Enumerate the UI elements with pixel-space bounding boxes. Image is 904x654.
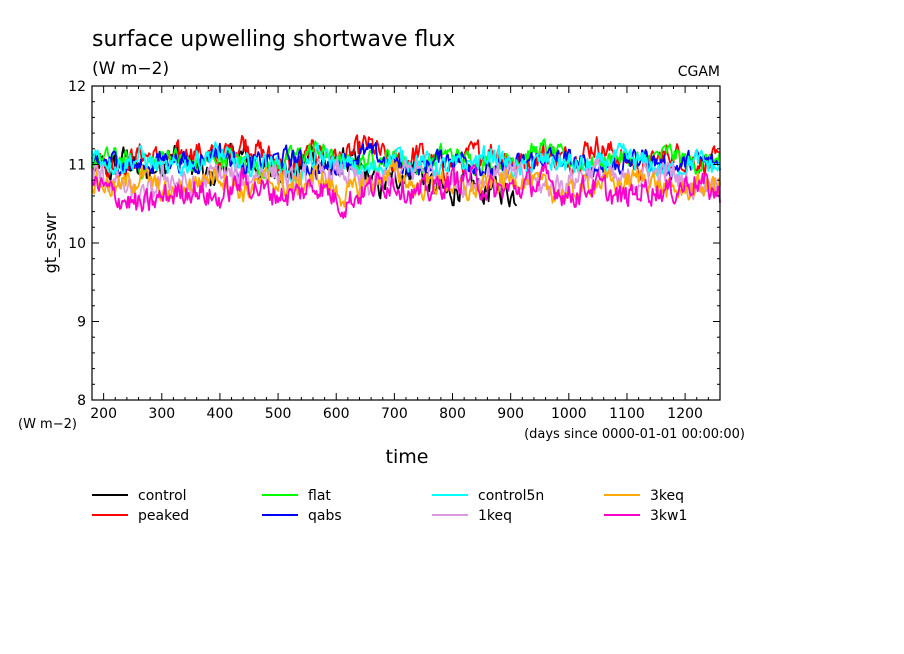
legend: control peaked flat qabs control5n 1keq 3keq 3k… bbox=[92, 488, 687, 524]
x-axis-units: (days since 0000-01-01 00:00:00) bbox=[524, 427, 745, 442]
legend-label: control5n bbox=[478, 488, 544, 504]
y-axis-label: gt_sswr bbox=[41, 212, 61, 273]
y-tick-label: 8 bbox=[77, 393, 86, 409]
legend-item-flat: flat bbox=[262, 488, 331, 504]
y-tick-label: 12 bbox=[68, 79, 86, 95]
legend-item-3kw1: 3kw1 bbox=[604, 508, 687, 524]
x-tick-label: 400 bbox=[207, 406, 234, 422]
chart-title: surface upwelling shortwave flux bbox=[92, 27, 455, 52]
plot-frame bbox=[91, 85, 721, 401]
axis-layer: 200 300 400 500 600 700 800 900 1000 1100 1200 8 9 10… bbox=[68, 79, 721, 422]
x-axis-label: time bbox=[386, 446, 429, 468]
legend-item-3keq: 3keq bbox=[604, 488, 684, 504]
x-tick-label: 900 bbox=[497, 406, 524, 422]
legend-item-control5n: control5n bbox=[432, 488, 544, 504]
x-tick-label: 300 bbox=[148, 406, 175, 422]
legend-item-peaked: peaked bbox=[92, 508, 189, 524]
x-tick-label: 200 bbox=[90, 406, 117, 422]
legend-label: 1keq bbox=[478, 508, 512, 524]
x-tick-label: 1000 bbox=[551, 406, 587, 422]
legend-label: qabs bbox=[308, 508, 342, 524]
y-tick-label: 11 bbox=[68, 158, 86, 174]
legend-item-qabs: qabs bbox=[262, 508, 342, 524]
x-tick-label: 800 bbox=[439, 406, 466, 422]
legend-item-control: control bbox=[92, 488, 187, 504]
chart-units: (W m−2) bbox=[92, 59, 169, 79]
legend-label: flat bbox=[308, 488, 331, 504]
y-axis-units: (W m−2) bbox=[18, 417, 77, 432]
y-tick-label: 10 bbox=[68, 236, 86, 252]
x-tick-label: 500 bbox=[265, 406, 292, 422]
model-label: CGAM bbox=[678, 64, 720, 80]
y-tick-label: 9 bbox=[77, 315, 86, 331]
legend-label: 3kw1 bbox=[650, 508, 687, 524]
x-tick-label: 1200 bbox=[667, 406, 703, 422]
x-tick-label: 1100 bbox=[609, 406, 645, 422]
x-tick-label: 700 bbox=[381, 406, 408, 422]
series-line-control5n bbox=[91, 141, 721, 185]
x-tick-label: 600 bbox=[323, 406, 350, 422]
series-layer bbox=[91, 134, 721, 220]
legend-label: 3keq bbox=[650, 488, 684, 504]
legend-item-1keq: 1keq bbox=[432, 508, 512, 524]
series-line-3kw1 bbox=[91, 162, 721, 220]
legend-label: control bbox=[138, 488, 187, 504]
legend-label: peaked bbox=[138, 508, 189, 524]
